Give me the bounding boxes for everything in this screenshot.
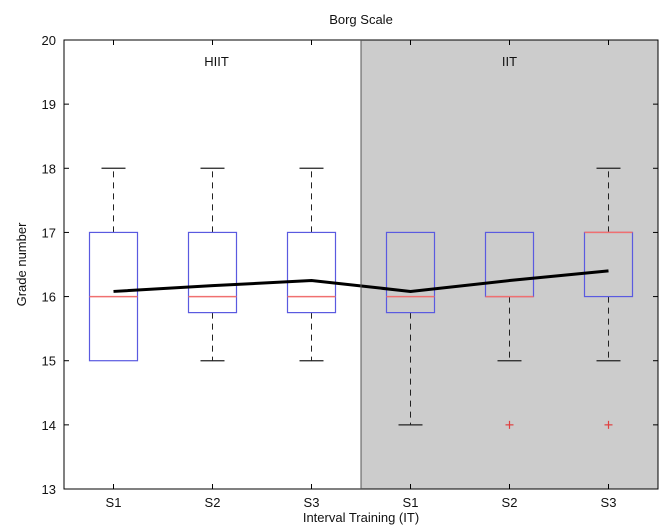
x-tick-label: S3 bbox=[304, 495, 320, 510]
box-iqr bbox=[286, 231, 337, 314]
y-tick-label: 17 bbox=[42, 225, 56, 240]
x-axis-label: Interval Training (IT) bbox=[303, 510, 419, 525]
boxplot bbox=[385, 231, 436, 426]
boxplot bbox=[88, 167, 139, 362]
group-label-iit: IIT bbox=[502, 54, 517, 69]
boxplot bbox=[286, 167, 337, 362]
y-tick-label: 19 bbox=[42, 97, 56, 112]
group-label-hiit: HIIT bbox=[204, 54, 229, 69]
x-tick-label: S1 bbox=[106, 495, 122, 510]
x-tick-label: S3 bbox=[601, 495, 617, 510]
y-axis-label: Grade number bbox=[14, 222, 29, 306]
x-tick-label: S2 bbox=[205, 495, 221, 510]
box-iqr bbox=[187, 231, 238, 314]
x-tick-label: S2 bbox=[502, 495, 518, 510]
boxplot bbox=[484, 231, 535, 429]
x-tick-label: S1 bbox=[403, 495, 419, 510]
boxplots bbox=[88, 167, 634, 429]
y-tick-label: 13 bbox=[42, 482, 56, 497]
y-tick-label: 16 bbox=[42, 290, 56, 305]
y-tick-label: 15 bbox=[42, 354, 56, 369]
chart-title: Borg Scale bbox=[329, 12, 393, 27]
y-tick-label: 14 bbox=[42, 418, 56, 433]
y-tick-label: 20 bbox=[42, 33, 56, 48]
boxplot bbox=[583, 167, 634, 429]
axis-tick-labels: 13 14 15 16 17 18 19 20 S1 S2 S3 S1 S2 S3 bbox=[42, 33, 617, 510]
y-tick-label: 18 bbox=[42, 161, 56, 176]
box-iqr bbox=[385, 231, 436, 314]
boxplot bbox=[187, 167, 238, 362]
